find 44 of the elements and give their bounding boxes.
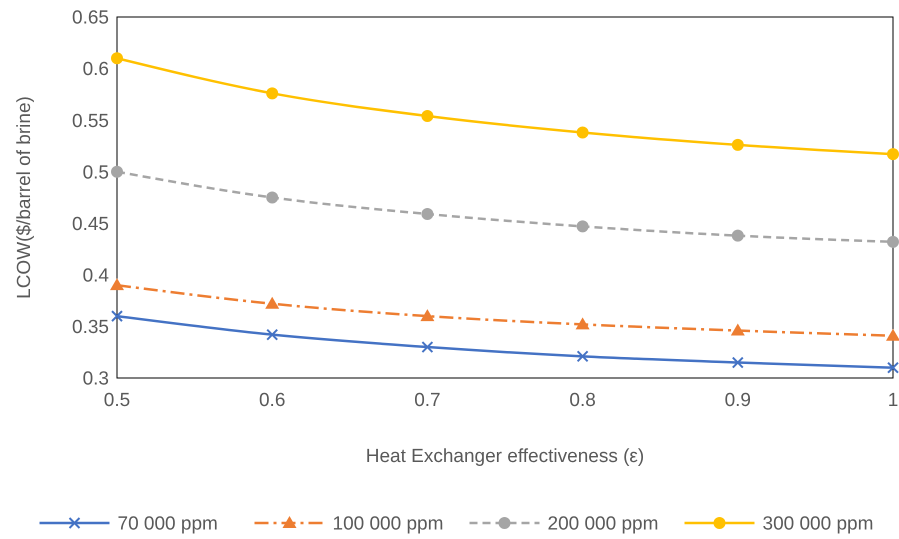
y-tick-label: 0.45	[72, 214, 109, 235]
legend-label: 200 000 ppm	[548, 514, 658, 535]
point	[886, 328, 899, 341]
point	[421, 208, 434, 220]
point	[265, 296, 280, 309]
point	[887, 236, 899, 248]
y-tick-label: 0.3	[82, 368, 109, 390]
point	[110, 278, 124, 290]
point	[111, 166, 123, 178]
y-tick-label: 0.65	[72, 8, 109, 29]
legend-label: 70 000 ppm	[118, 514, 218, 535]
point	[732, 356, 744, 369]
point	[266, 192, 278, 204]
point	[421, 341, 434, 354]
y-tick-label: 0.6	[82, 59, 109, 80]
point	[576, 350, 589, 362]
y-axis-title: LCOW($/barrel of brine)	[14, 96, 35, 299]
x-axis-title: Heat Exchanger effectiveness (ε)	[366, 446, 644, 467]
x-tick-label: 0.5	[104, 390, 130, 411]
legend-label: 100 000 ppm	[332, 514, 444, 535]
point	[887, 148, 899, 160]
point	[732, 230, 744, 242]
point	[111, 310, 123, 322]
point	[730, 324, 745, 336]
point	[266, 87, 278, 100]
point	[420, 309, 434, 322]
y-tick-label: 0.55	[72, 110, 109, 132]
x-tick-label: 0.6	[258, 390, 286, 411]
y-tick-label: 0.35	[72, 317, 109, 338]
y-tick-label: 0.5	[82, 162, 109, 184]
point	[111, 52, 123, 64]
x-tick-label: 0.8	[569, 390, 596, 411]
x-tick-label: 0.7	[414, 390, 441, 411]
legend-label: 300 000 ppm	[762, 514, 874, 535]
point	[266, 328, 278, 341]
point	[576, 126, 589, 139]
point	[576, 220, 589, 232]
point	[887, 362, 899, 374]
x-tick-label: 0.9	[724, 390, 752, 411]
point	[576, 317, 590, 330]
point	[732, 138, 744, 151]
point	[421, 110, 434, 122]
y-tick-label: 0.4	[82, 266, 110, 287]
x-tick-label: 1	[888, 390, 898, 411]
